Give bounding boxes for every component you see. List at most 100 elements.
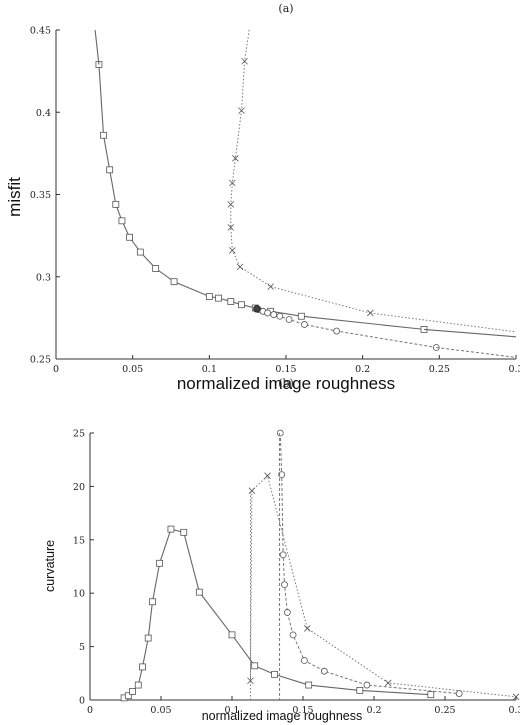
panel-b-point-circle (279, 551, 287, 559)
panel-a-knee-point (253, 305, 261, 313)
panel-b-series-circle (276, 429, 463, 697)
panel-b-y-tick-label: 25 (73, 429, 85, 440)
panel-b-point-square (167, 525, 175, 533)
panel-a-point-x (229, 179, 236, 187)
panel-b-point-circle (283, 609, 291, 616)
panel-a-solid-extension-tail (423, 328, 517, 338)
panel-b-point-x (512, 693, 520, 701)
panel-b-point-circle (281, 581, 288, 589)
panel-b-point-circle (301, 657, 308, 664)
panel-a-point-circle (285, 316, 293, 323)
panel-b-y-tick-label: 5 (79, 642, 85, 653)
panel-a-point-square (152, 265, 160, 272)
panel-b-y-tick-label: 15 (73, 535, 85, 546)
panel-a-point-square (126, 233, 133, 241)
panel-a-point-x (232, 155, 239, 162)
panel-a-series-x (227, 57, 374, 317)
panel-a-series-line-x (230, 61, 371, 314)
panel-b-label: (b) (278, 377, 294, 390)
panel-b-point-square (144, 634, 152, 642)
panel-a-x-tick-label: 0.15 (275, 364, 296, 375)
panel-a-point-x (238, 107, 245, 114)
panel-b-point-square (134, 681, 142, 689)
panel-a-x-tick-label: 0 (53, 364, 59, 375)
panel-b-x-tick-label: 0.05 (150, 705, 171, 716)
panel-b-point-square (156, 559, 163, 567)
panel-b-point-circle (289, 631, 297, 639)
panel-b-y-tick-label: 0 (79, 696, 85, 707)
panel-b-y-axis-title: curvature (43, 540, 57, 592)
panel-b-point-square (251, 662, 259, 670)
panel-b-x-axis-title: normalized image roughness (202, 709, 363, 723)
panel-b-point-x (303, 625, 311, 632)
panel-a-point-x (367, 309, 374, 317)
panel-a-point-square (170, 278, 178, 286)
panel-a-y-tick-label: 0.3 (36, 272, 51, 283)
panel-b-point-square (271, 670, 279, 678)
panel-b-point-circle (276, 429, 284, 437)
panel-b-series-square (120, 525, 435, 702)
panel-a-plot: 0 0.05 0.1 0.15 0.2 0.25 0.3 0.25 0.3 0.35 0.4 0.45 (30, 26, 520, 376)
panel-a-point-square (112, 200, 120, 208)
panel-b-point-circle (455, 690, 463, 697)
panel-a-y-tick-label: 0.35 (30, 190, 51, 201)
panel-a-point-x (227, 201, 235, 208)
panel-a-y-tick-label: 0.4 (36, 108, 51, 119)
panel-a-dotted-extension-top (244, 29, 250, 62)
panel-b-point-square (180, 528, 188, 536)
panel-a-point-circle (264, 309, 272, 317)
panel-b-x-tick-label: 0.1 (224, 705, 239, 716)
panel-a-point-square (215, 294, 222, 302)
panel-a-point-circle (270, 311, 278, 318)
panel-a-point-x (229, 247, 236, 254)
panel-a-point-circle (333, 327, 341, 335)
panel-b-plot: 0 0.05 0.1 0.15 0.2 0.25 0.3 0 5 10 15 20 25 (73, 429, 520, 717)
panel-b-y-tick-label: 20 (73, 482, 85, 493)
panel-a-point-square (106, 166, 114, 174)
panel-a-point-square (100, 131, 107, 139)
panel-b-x-tick-label: 0.2 (366, 705, 381, 716)
panel-b-point-x (384, 679, 392, 687)
panel-a-x-tick-label: 0.2 (355, 364, 370, 375)
panel-a-y-tick-label: 0.25 (30, 355, 51, 366)
panel-a-x-tick-label: 0.05 (122, 364, 143, 375)
panel-a-y-tick-label: 0.45 (30, 26, 51, 37)
panel-b-series-line-x (249, 474, 517, 698)
panel-a-solid-extension-top (94, 29, 100, 65)
panel-a-point-square (136, 248, 144, 256)
panel-a-series-line-circle (258, 309, 437, 348)
panel-a-y-axis-title: misfit (5, 177, 24, 217)
panel-a-point-square (238, 301, 245, 309)
panel-a-point-x (267, 283, 274, 290)
panel-b-x-tick-label: 0.15 (292, 705, 313, 716)
panel-b-point-square (124, 692, 132, 700)
panel-a-series-square (95, 61, 428, 333)
panel-a-point-square (118, 217, 126, 225)
panel-a-point-square (205, 293, 213, 300)
panel-b-point-circle (278, 471, 286, 479)
panel-b-point-square (228, 631, 236, 639)
panel-a-label: (a) (278, 2, 293, 15)
panel-b-point-x (264, 472, 271, 480)
panel-a-x-tick-label: 0.25 (429, 364, 450, 375)
panel-b-point-x (247, 677, 254, 685)
panel-b-x-tick-label: 0.3 (508, 705, 520, 716)
panel-b-point-square (356, 686, 364, 694)
panel-a-x-tick-label: 0.3 (508, 364, 520, 375)
panel-a-x-tick-label: 0.1 (202, 364, 217, 375)
panel-b-point-x (248, 487, 256, 494)
panel-a-point-circle (276, 312, 284, 320)
panel-a-series-line-square (98, 64, 425, 330)
panel-a-point-square (227, 298, 235, 305)
panel-b-point-square (129, 688, 137, 695)
panel-b-point-square (149, 598, 156, 606)
panel-b-y-tick-label: 10 (73, 589, 85, 600)
panel-b-point-square (305, 681, 313, 689)
panel-a-point-square (297, 312, 305, 320)
panel-a-x-axis-title: normalized image roughness (177, 374, 395, 393)
panel-b-point-square (139, 663, 146, 671)
panel-b-series-x (247, 472, 520, 701)
panel-b-point-square (427, 691, 435, 699)
